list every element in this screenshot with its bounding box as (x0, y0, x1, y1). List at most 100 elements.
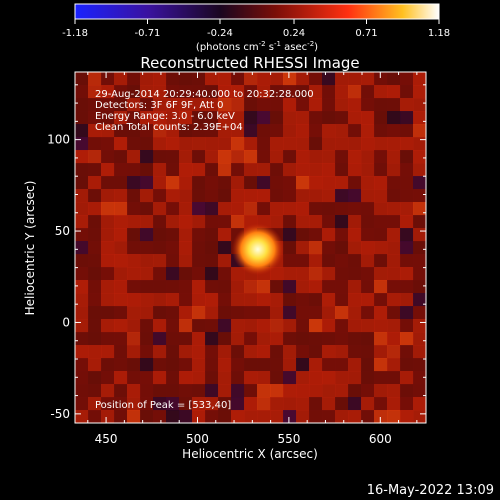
map-cell (101, 150, 115, 164)
map-cell (413, 267, 426, 281)
map-cell (283, 150, 297, 164)
map-cell (244, 98, 258, 112)
map-cell (296, 345, 310, 359)
map-cell (192, 371, 206, 385)
map-cell (348, 410, 362, 423)
map-cell (75, 371, 89, 385)
map-cell (192, 254, 206, 268)
map-cell (361, 189, 375, 203)
map-cell (322, 241, 336, 255)
map-cell (270, 137, 284, 151)
map-cell (335, 397, 349, 411)
map-cell (127, 202, 141, 216)
map-cell (374, 72, 388, 86)
map-cell (179, 267, 193, 281)
map-cell (348, 163, 362, 177)
map-cell (374, 254, 388, 268)
map-cell (283, 371, 297, 385)
map-cell (322, 111, 336, 125)
map-cell (88, 410, 102, 423)
map-cell (348, 241, 362, 255)
map-cell (127, 111, 141, 125)
map-cell (361, 202, 375, 216)
map-cell (374, 410, 388, 423)
map-cell (205, 293, 219, 307)
map-cell (244, 189, 258, 203)
map-cell (387, 306, 401, 320)
map-cell (335, 150, 349, 164)
map-cell (140, 176, 154, 190)
map-cell (348, 85, 362, 99)
map-cell (153, 111, 167, 125)
map-cell (166, 371, 180, 385)
map-cell (270, 384, 284, 398)
map-cell (244, 358, 258, 372)
map-cell (127, 176, 141, 190)
map-cell (88, 202, 102, 216)
map-cell (387, 319, 401, 333)
map-cell (205, 280, 219, 294)
map-cell (309, 85, 323, 99)
map-cell (218, 72, 232, 86)
map-cell (205, 241, 219, 255)
map-cell (179, 410, 193, 423)
map-cell (127, 124, 141, 138)
map-cell (244, 345, 258, 359)
map-cell (88, 98, 102, 112)
map-cell (231, 397, 245, 411)
colorbar-tick-label: -1.18 (62, 28, 88, 39)
map-cell (101, 176, 115, 190)
map-cell (140, 267, 154, 281)
map-cell (348, 202, 362, 216)
map-cell (88, 306, 102, 320)
map-cell (244, 319, 258, 333)
map-cell (140, 410, 154, 423)
map-cell (140, 332, 154, 346)
map-cell (218, 111, 232, 125)
map-cell (374, 85, 388, 99)
map-cell (270, 202, 284, 216)
map-cell (153, 241, 167, 255)
map-cell (205, 111, 219, 125)
map-cell (361, 410, 375, 423)
map-cell (335, 345, 349, 359)
map-cell (296, 358, 310, 372)
map-cell (179, 72, 193, 86)
map-cell (101, 254, 115, 268)
map-cell (283, 332, 297, 346)
map-cell (374, 189, 388, 203)
info-line: Energy Range: 3.0 - 6.0 keV (95, 111, 235, 122)
map-cell (387, 85, 401, 99)
map-cell (374, 241, 388, 255)
map-cell (114, 150, 128, 164)
map-cell (88, 254, 102, 268)
map-cell (88, 85, 102, 99)
map-cell (361, 124, 375, 138)
map-cell (88, 293, 102, 307)
map-cell (348, 267, 362, 281)
map-cell (244, 150, 258, 164)
map-cell (218, 150, 232, 164)
map-cell (75, 241, 89, 255)
map-cell (231, 85, 245, 99)
map-cell (205, 202, 219, 216)
map-cell (335, 410, 349, 423)
map-cell (374, 98, 388, 112)
map-cell (114, 241, 128, 255)
map-cell (309, 267, 323, 281)
map-cell (296, 72, 310, 86)
map-cell (374, 176, 388, 190)
map-cell (413, 189, 426, 203)
map-cell (270, 293, 284, 307)
map-cell (400, 150, 414, 164)
map-cell (75, 163, 89, 177)
map-cell (348, 332, 362, 346)
map-cell (101, 163, 115, 177)
map-cell (296, 319, 310, 333)
map-cell (400, 228, 414, 242)
map-cell (153, 410, 167, 423)
map-cell (88, 397, 102, 411)
map-cell (114, 410, 128, 423)
map-cell (387, 215, 401, 229)
map-cell (192, 202, 206, 216)
